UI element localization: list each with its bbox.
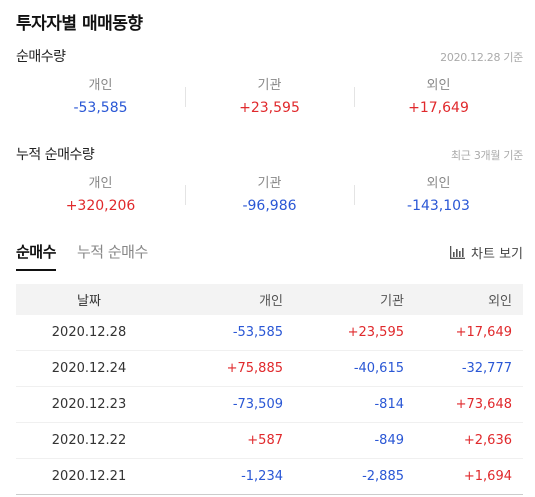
cumulative-header: 누적 순매수량 최근 3개월 기준 xyxy=(16,144,523,164)
stat-value: -53,585 xyxy=(73,100,128,116)
stat-label: 개인 xyxy=(88,78,113,93)
page-title: 투자자별 매매동향 xyxy=(16,14,143,34)
cell-institution: -814 xyxy=(374,397,404,412)
stat-value: -96,986 xyxy=(242,198,297,214)
stat-individual: 개인 +320,206 xyxy=(16,175,185,221)
table-row: 2020.12.22 +587 -849 +2,636 xyxy=(16,423,523,459)
tab-cumulative-net-buy[interactable]: 누적 순매수 xyxy=(77,243,148,261)
cell-institution: +23,595 xyxy=(347,325,404,340)
cumulative-date: 최근 3개월 기준 xyxy=(450,149,523,162)
cell-institution: -849 xyxy=(374,433,404,448)
tab-net-buy[interactable]: 순매수 xyxy=(16,240,56,271)
cell-foreign: -32,777 xyxy=(461,361,512,376)
cumulative-stats: 개인 +320,206 기관 -96,986 외인 -143,103 xyxy=(16,175,523,221)
stat-label: 기관 xyxy=(257,78,282,93)
trading-table: 날짜 개인 기관 외인 2020.12.28 -53,585 +23,595 +17,… xyxy=(16,284,523,495)
net-buy-header: 순매수량 2020.12.28 기준 xyxy=(16,46,523,66)
cell-date: 2020.12.24 xyxy=(51,361,127,376)
stat-label: 외인 xyxy=(426,78,451,93)
stat-value: +17,649 xyxy=(408,100,469,116)
table-bottom-divider xyxy=(16,494,523,495)
chart-view-button[interactable]: 차트 보기 xyxy=(450,243,523,262)
cell-foreign: +17,649 xyxy=(455,325,512,340)
net-buy-stats: 개인 -53,585 기관 +23,595 외인 +17,649 xyxy=(16,77,523,123)
tab-bar: 순매수 누적 순매수 차트 보기 xyxy=(16,240,523,271)
cell-individual: +587 xyxy=(247,433,283,448)
stat-institution: 기관 +23,595 xyxy=(185,77,354,123)
cell-individual: +75,885 xyxy=(226,361,283,376)
cell-date: 2020.12.22 xyxy=(51,433,127,448)
cumulative-title: 누적 순매수량 xyxy=(16,147,95,163)
stat-label: 개인 xyxy=(88,176,113,191)
header-individual: 개인 xyxy=(259,294,283,309)
chart-view-label: 차트 보기 xyxy=(471,247,523,262)
header-institution: 기관 xyxy=(380,294,404,309)
header-date: 날짜 xyxy=(77,294,101,309)
stat-label: 기관 xyxy=(257,176,282,191)
table-row: 2020.12.23 -73,509 -814 +73,648 xyxy=(16,387,523,423)
cell-individual: -1,234 xyxy=(241,469,283,484)
table-header: 날짜 개인 기관 외인 xyxy=(16,284,523,315)
cell-foreign: +2,636 xyxy=(463,433,512,448)
cell-individual: -73,509 xyxy=(232,397,283,412)
stat-value: +320,206 xyxy=(65,198,136,214)
stat-value: +23,595 xyxy=(239,100,300,116)
stat-individual: 개인 -53,585 xyxy=(16,77,185,123)
cell-date: 2020.12.21 xyxy=(51,469,127,484)
stat-foreign: 외인 +17,649 xyxy=(354,77,523,123)
stat-label: 외인 xyxy=(426,176,451,191)
stat-value: -143,103 xyxy=(407,198,470,214)
table-body: 2020.12.28 -53,585 +23,595 +17,649 2020.12.2… xyxy=(16,315,523,495)
bar-chart-icon xyxy=(450,246,466,259)
header-foreign: 외인 xyxy=(488,294,512,309)
table-row: 2020.12.24 +75,885 -40,615 -32,777 xyxy=(16,351,523,387)
cell-date: 2020.12.23 xyxy=(51,397,127,412)
stat-foreign: 외인 -143,103 xyxy=(354,175,523,221)
net-buy-date: 2020.12.28 기준 xyxy=(440,51,523,64)
stat-institution: 기관 -96,986 xyxy=(185,175,354,221)
cell-date: 2020.12.28 xyxy=(51,325,127,340)
cell-individual: -53,585 xyxy=(232,325,283,340)
table-row: 2020.12.28 -53,585 +23,595 +17,649 xyxy=(16,315,523,351)
cell-foreign: +1,694 xyxy=(463,469,512,484)
cell-institution: -40,615 xyxy=(353,361,404,376)
table-row: 2020.12.21 -1,234 -2,885 +1,694 xyxy=(16,459,523,495)
net-buy-title: 순매수량 xyxy=(16,49,66,65)
cell-foreign: +73,648 xyxy=(455,397,512,412)
cell-institution: -2,885 xyxy=(362,469,404,484)
